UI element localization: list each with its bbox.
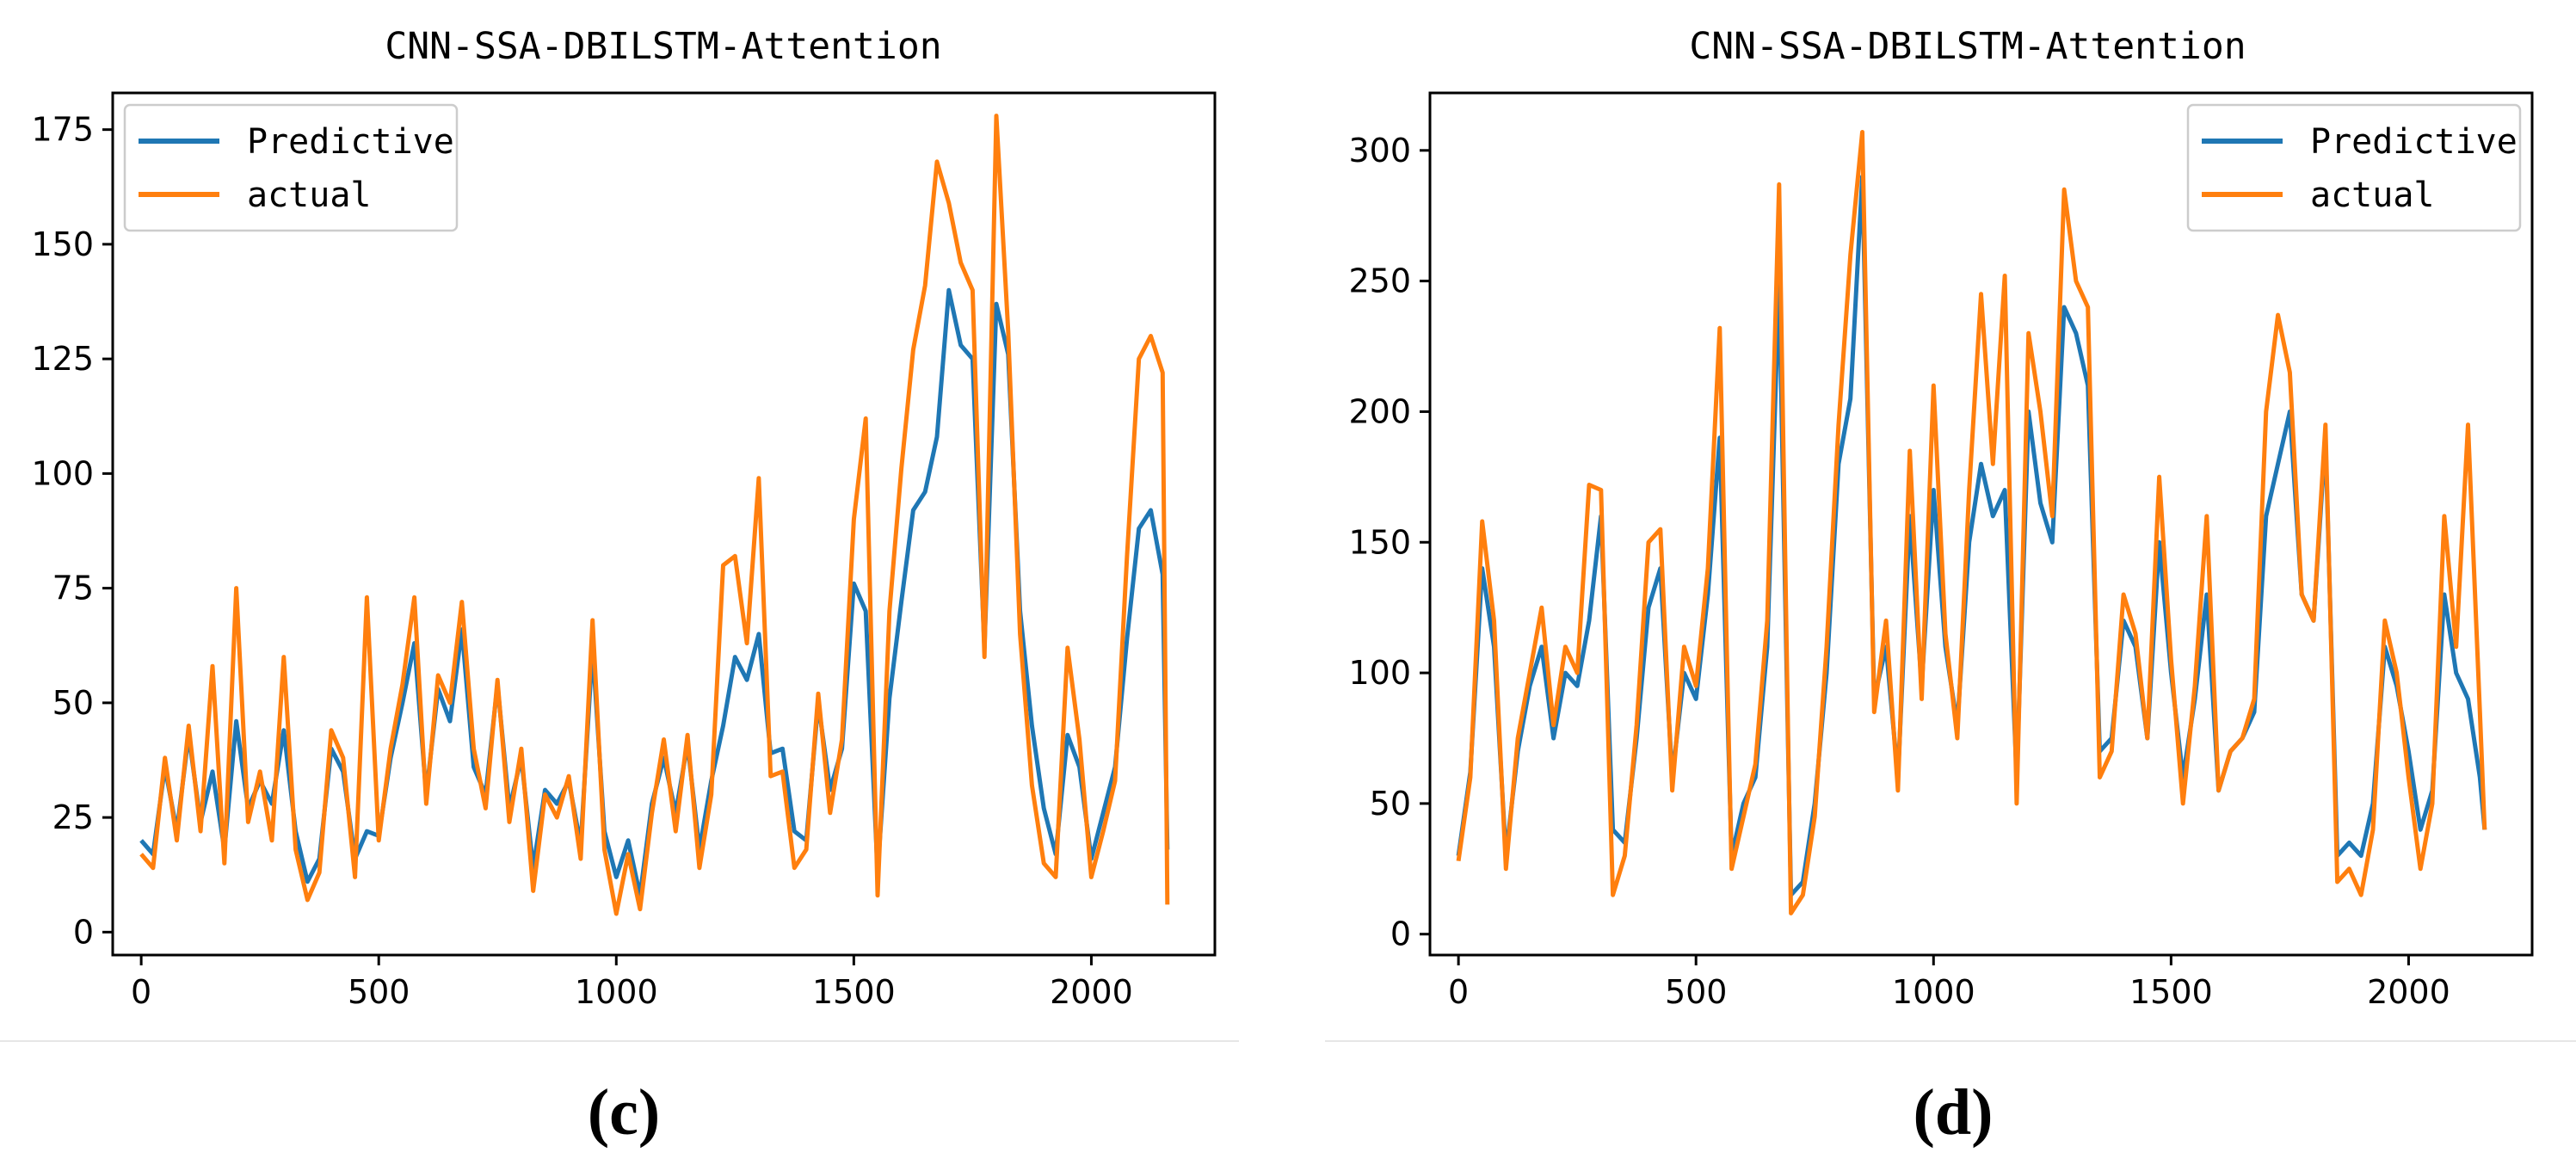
legend: Predictive actual (123, 103, 459, 232)
series-line-actual (1456, 130, 2487, 915)
y-tick-label: 25 (52, 798, 94, 836)
x-tick-label: 500 (348, 973, 410, 1011)
legend: Predictive actual (2186, 103, 2522, 232)
y-tick-label: 50 (1370, 785, 1411, 823)
legend-box (2186, 103, 2522, 232)
legend-box (123, 103, 459, 232)
legend-label: Predictive (247, 122, 454, 162)
chart-title: CNN-SSA-DBILSTM-Attention (1689, 25, 2246, 68)
y-tick-label: 150 (1348, 523, 1411, 561)
y-tick-label: 300 (1348, 132, 1411, 169)
y-tick-label: 100 (1348, 654, 1411, 692)
chart-title: CNN-SSA-DBILSTM-Attention (385, 25, 941, 68)
x-tick-label: 1500 (812, 973, 896, 1011)
x-axis: 0 500 1000 1500 2000 (131, 955, 1133, 1011)
x-axis: 0 500 1000 1500 2000 (1448, 955, 2450, 1011)
y-tick-label: 200 (1348, 392, 1411, 430)
y-tick-label: 0 (73, 913, 94, 951)
y-tick-label: 150 (31, 225, 94, 263)
legend-label: actual (247, 176, 372, 215)
legend-label: actual (2310, 176, 2435, 215)
axes-frame (1428, 91, 2534, 957)
chart-panel-c: CNN-SSA-DBILSTM-Attention 0 25 50 75 100 125 1… (0, 25, 1239, 1149)
x-tick-label: 0 (1448, 973, 1469, 1011)
panel-caption: (d) (1914, 1076, 1994, 1149)
y-tick-label: 50 (52, 684, 94, 722)
x-tick-label: 2000 (2367, 973, 2450, 1011)
y-tick-label: 250 (1348, 262, 1411, 300)
x-tick-label: 1500 (2129, 973, 2213, 1011)
x-tick-label: 1000 (575, 973, 658, 1011)
y-tick-label: 75 (52, 570, 94, 607)
x-tick-label: 0 (131, 973, 151, 1011)
y-axis: 0 25 50 75 100 125 150 175 (31, 111, 113, 951)
series-line-predictive (1456, 174, 2487, 897)
y-tick-label: 175 (31, 111, 94, 149)
legend-label: Predictive (2310, 122, 2517, 162)
plot-area (139, 114, 1170, 916)
panel-caption: (c) (588, 1076, 660, 1149)
x-tick-label: 2000 (1050, 973, 1133, 1011)
y-tick-label: 125 (31, 340, 94, 378)
y-axis: 0 50 100 150 200 250 300 (1348, 132, 1430, 953)
x-tick-label: 500 (1665, 973, 1728, 1011)
y-tick-label: 0 (1390, 915, 1411, 953)
axes-frame (111, 91, 1217, 957)
plot-area (1456, 130, 2487, 915)
series-line-actual (139, 114, 1170, 916)
x-tick-label: 1000 (1892, 973, 1975, 1011)
y-tick-label: 100 (31, 454, 94, 492)
chart-panel-d: CNN-SSA-DBILSTM-Attention 0 50 100 150 200 25… (1325, 25, 2576, 1149)
